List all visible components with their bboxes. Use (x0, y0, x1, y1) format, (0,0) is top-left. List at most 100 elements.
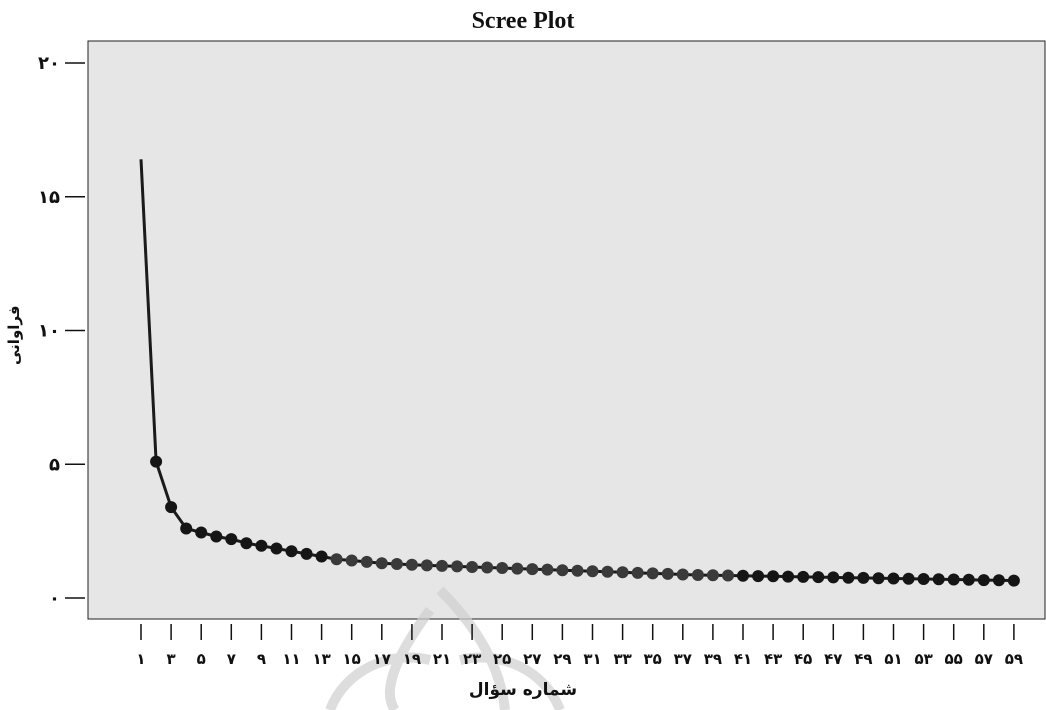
data-point (466, 561, 479, 573)
data-point (451, 560, 464, 573)
x-tick-label: ۷ (227, 650, 236, 668)
x-tick-label: ۲۷ (523, 650, 541, 668)
x-tick-label: ۳۷ (674, 650, 692, 668)
data-point (917, 573, 930, 585)
data-point (752, 570, 765, 583)
data-point (992, 574, 1005, 587)
data-point (767, 570, 780, 583)
data-point (360, 555, 373, 568)
data-point (616, 566, 629, 579)
data-point (375, 557, 388, 570)
data-point (210, 530, 223, 543)
data-point (165, 501, 178, 514)
x-tick-label: ۱۳ (312, 650, 330, 668)
data-point (436, 559, 448, 572)
x-tick-label: ۳۱ (583, 650, 601, 668)
x-tick-label: ۵ (197, 650, 206, 668)
x-tick-label: ۱ (136, 650, 145, 668)
data-point (496, 562, 509, 574)
x-axis-label: شماره سؤال (468, 680, 578, 700)
data-point (827, 571, 840, 584)
data-point (812, 571, 825, 584)
x-tick-label: ۳۳ (613, 650, 631, 668)
x-tick-label: ۳ (167, 650, 176, 668)
data-point (1007, 574, 1020, 587)
x-axis: ۱ ۳ ۵ ۷ ۹ ۱۱ ۱۳ ۱۵ ۱۷ ۱۹ ۲۱ ۲۳ ۲۵ ۲۷ ۲۹ ۳۱ ۳۳ ۳۵ ۳۷ ۳۹ ۴۱ ۴۳ ۴… (136, 624, 1023, 668)
y-tick-label: ۰ (49, 588, 60, 609)
x-tick-label: ۵۱ (884, 650, 902, 668)
data-point (947, 573, 960, 586)
watermark-ornament (325, 586, 565, 710)
data-point (797, 570, 810, 583)
data-point (782, 570, 795, 583)
plot-area (87, 40, 1046, 620)
x-tick-label: ۴۵ (794, 650, 812, 668)
data-point (962, 573, 975, 586)
data-point (977, 574, 990, 587)
x-tick-label: ۱۱ (282, 650, 300, 668)
y-axis-label: فراوانی (5, 305, 23, 365)
data-point (150, 455, 163, 468)
data-point (285, 545, 298, 558)
data-point (887, 572, 900, 585)
x-tick-label: ۴۷ (824, 650, 842, 668)
data-point (195, 526, 208, 539)
x-tick-label: ۴۱ (734, 650, 752, 668)
data-point (691, 569, 704, 581)
data-point (556, 564, 569, 577)
data-point (586, 565, 599, 578)
data-point (541, 563, 554, 576)
data-point (646, 567, 659, 580)
x-tick-label: ۴۹ (854, 650, 872, 668)
data-point (571, 564, 584, 577)
data-point (300, 547, 313, 560)
chart-title: Scree Plot (471, 8, 575, 34)
y-tick-label: ۵ (49, 454, 60, 475)
data-point (676, 568, 689, 581)
data-point (842, 571, 855, 584)
data-points (150, 455, 1020, 587)
x-tick-label: ۵۷ (975, 650, 993, 668)
x-tick-label: ۱۵ (343, 650, 361, 668)
data-point (270, 542, 283, 555)
data-point (390, 558, 403, 570)
x-tick-label: ۳۵ (644, 650, 662, 668)
data-point (631, 566, 644, 579)
data-point (932, 573, 945, 586)
data-point (255, 539, 268, 552)
x-tick-label: ۲۳ (463, 650, 481, 668)
x-tick-label: ۹ (257, 650, 266, 668)
x-tick-label: ۱۷ (373, 650, 391, 668)
data-point (420, 559, 433, 572)
x-tick-label: ۲۵ (493, 650, 511, 668)
data-point (315, 550, 328, 563)
data-point (722, 569, 734, 582)
x-tick-label: ۱۹ (403, 650, 421, 668)
x-tick-label: ۴۳ (764, 650, 782, 668)
y-tick-label: ۱۰ (38, 321, 60, 342)
x-tick-label: ۵۵ (945, 650, 963, 668)
y-tick-label: ۲۰ (38, 53, 60, 74)
data-point (481, 561, 494, 574)
data-point (180, 522, 193, 535)
x-tick-label: ۳۹ (704, 650, 722, 668)
y-tick-label: ۱۵ (38, 187, 60, 208)
data-point (902, 572, 915, 585)
y-axis: ۰ ۵ ۱۰ ۱۵ ۲۰ (38, 53, 85, 609)
x-tick-label: ۲۱ (433, 650, 451, 668)
data-point (405, 558, 418, 571)
data-point (225, 533, 238, 546)
data-point (601, 565, 614, 578)
data-point (330, 553, 343, 566)
data-point (857, 571, 870, 584)
data-point (345, 554, 358, 567)
data-point (706, 569, 719, 582)
data-point (240, 537, 253, 550)
data-point (526, 563, 539, 576)
data-point (511, 562, 524, 575)
x-tick-label: ۲۹ (553, 650, 571, 668)
x-tick-label: ۵۹ (1005, 650, 1023, 668)
data-point (872, 572, 885, 585)
data-point (737, 569, 749, 582)
